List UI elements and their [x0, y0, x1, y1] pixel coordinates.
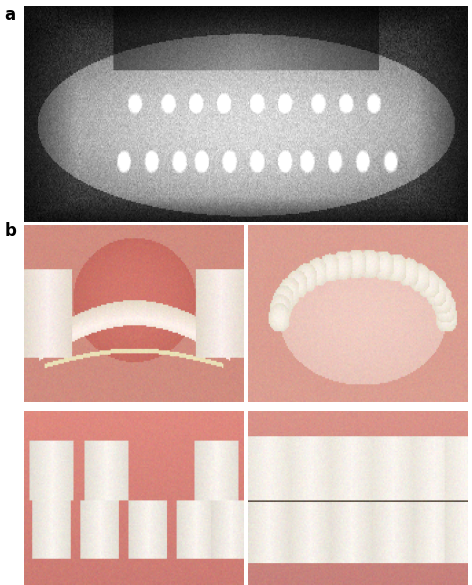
Text: a: a — [5, 6, 16, 24]
Text: b: b — [5, 222, 17, 240]
